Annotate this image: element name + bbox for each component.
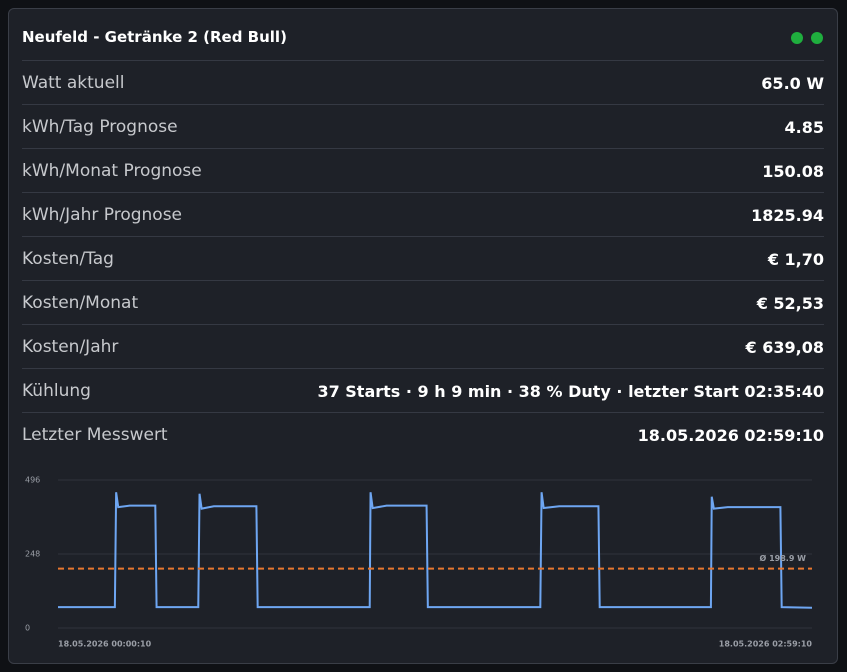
metric-value: 4.85 bbox=[784, 117, 824, 137]
metric-row: Letzter Messwert 18.05.2026 02:59:10 bbox=[22, 412, 824, 457]
metric-row: Kosten/Jahr € 639,08 bbox=[22, 324, 824, 369]
metric-value: € 639,08 bbox=[745, 337, 824, 357]
metric-value: € 52,53 bbox=[756, 293, 824, 313]
card: Neufeld - Getränke 2 (Red Bull) Watt akt… bbox=[8, 8, 838, 664]
x-tick-label: 18.05.2026 02:59:10 bbox=[719, 640, 813, 649]
y-tick-label: 496 bbox=[25, 476, 40, 485]
metric-label: Kosten/Jahr bbox=[22, 337, 119, 357]
metric-value: 65.0 W bbox=[761, 73, 824, 93]
metric-label: kWh/Monat Prognose bbox=[22, 161, 202, 181]
metric-row: Watt aktuell 65.0 W bbox=[22, 60, 824, 105]
metric-row: Kosten/Tag € 1,70 bbox=[22, 236, 824, 281]
metric-row: kWh/Jahr Prognose 1825.94 bbox=[22, 192, 824, 237]
metric-value: € 1,70 bbox=[767, 249, 824, 269]
data-line bbox=[58, 492, 813, 609]
metric-label: kWh/Jahr Prognose bbox=[22, 205, 183, 225]
metric-value: 37 Starts · 9 h 9 min · 38 % Duty · letz… bbox=[317, 381, 824, 401]
metric-row: Kosten/Monat € 52,53 bbox=[22, 280, 824, 325]
y-tick-label: 248 bbox=[25, 550, 40, 559]
status-dot bbox=[811, 32, 823, 44]
card-title: Neufeld - Getränke 2 (Red Bull) bbox=[22, 28, 287, 46]
metric-value: 150.08 bbox=[762, 161, 824, 181]
metric-label: kWh/Tag Prognose bbox=[22, 117, 178, 137]
status-dot bbox=[791, 32, 803, 44]
average-label: Ø 198.9 W bbox=[760, 553, 807, 563]
metric-label: Kosten/Monat bbox=[22, 293, 139, 313]
metric-label: Kühlung bbox=[22, 381, 91, 401]
metric-row: kWh/Monat Prognose 150.08 bbox=[22, 148, 824, 193]
metric-row: Kühlung 37 Starts · 9 h 9 min · 38 % Duty… bbox=[22, 368, 824, 413]
metric-label: Watt aktuell bbox=[22, 73, 125, 93]
metric-value: 1825.94 bbox=[751, 205, 824, 225]
metric-value: 18.05.2026 02:59:10 bbox=[637, 425, 824, 445]
metric-row: kWh/Tag Prognose 4.85 bbox=[22, 104, 824, 149]
x-tick-label: 18.05.2026 00:00:10 bbox=[58, 640, 152, 649]
metric-label: Kosten/Tag bbox=[22, 249, 114, 269]
metric-label: Letzter Messwert bbox=[22, 425, 168, 445]
y-tick-label: 0 bbox=[25, 624, 30, 633]
